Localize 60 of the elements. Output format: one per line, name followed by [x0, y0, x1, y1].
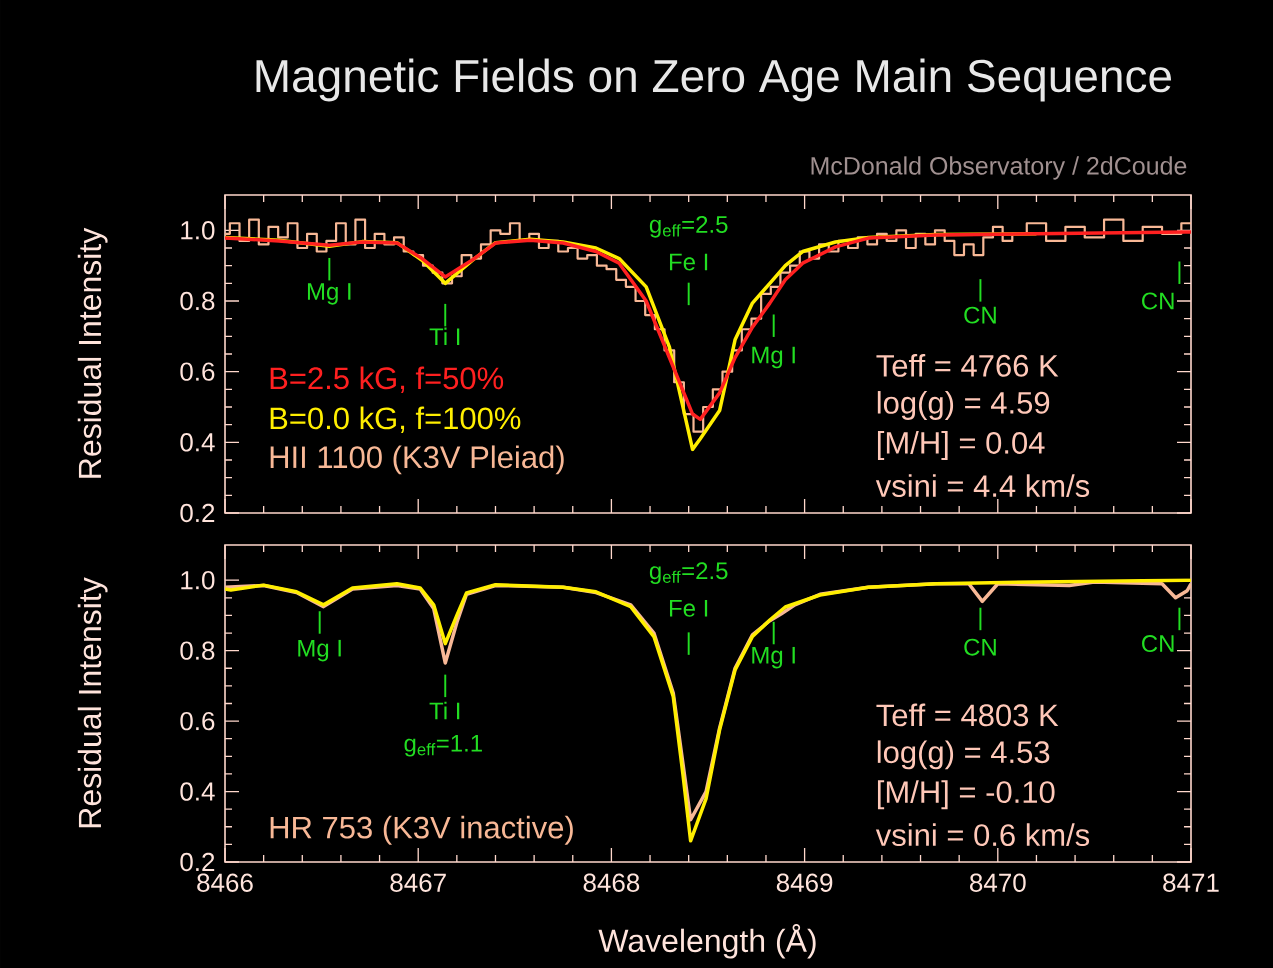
chart-subtitle: McDonald Observatory / 2dCoude [811, 156, 1187, 180]
text: B=0.0 kG, f=100% [270, 406, 521, 434]
x-tick-label: 8470 [970, 873, 1026, 892]
annotation: | [687, 632, 690, 655]
annotation: [M/H] = 0.04 [877, 431, 1045, 461]
annotation: vsini = 0.6 km/s [875, 823, 1090, 847]
annotation: g$_{eff}$=1.1 [404, 735, 482, 757]
annotation: g$_{eff}$=2.5 [649, 215, 728, 238]
annotation: | [772, 621, 775, 645]
annotation: Ti I [429, 327, 460, 346]
annotation: CN [1142, 292, 1174, 310]
annotation: g$_{eff}$=2.5 [649, 562, 728, 585]
annotation: Teff = 4766 K [876, 354, 1059, 377]
text: HII 1100 (K3V Pleiad) [270, 445, 564, 475]
annotation: Ti I [429, 701, 460, 720]
annotation: CN [964, 306, 996, 324]
annotation: log(g) = 4.59 [877, 391, 1050, 420]
y-axis-title: Residual Intensity [77, 577, 108, 828]
y-tick-label: 0.4 [180, 782, 215, 801]
annotation: | [444, 674, 447, 698]
annotation: | [328, 257, 331, 281]
annotation: Teff = 4803 K [876, 703, 1059, 727]
y-tick-label: 0.6 [180, 362, 215, 381]
annotation: | [979, 279, 982, 302]
y-tick-label: 1.0 [181, 571, 215, 590]
x-tick-label: 8466 [197, 873, 253, 892]
annotation: CN [964, 638, 996, 656]
y-tick-label: 0.2 [180, 852, 215, 872]
annotation: | [1178, 261, 1181, 284]
annotation: vsini = 4.4 km/s [875, 474, 1090, 498]
annotation: | [444, 303, 447, 327]
y-tick-label: 0.2 [180, 503, 215, 523]
annotation: | [1178, 607, 1181, 631]
annotation: Mg I [752, 346, 795, 369]
y-tick-label: 0.8 [180, 291, 215, 311]
x-tick-label: 8469 [776, 873, 833, 892]
annotation: log(g) = 4.53 [877, 740, 1050, 770]
annotation: Mg I [752, 646, 795, 669]
annotation: [M/H] = -0.10 [877, 780, 1055, 810]
annotation: Mg I [307, 283, 351, 305]
y-axis-title: Residual Intensity [77, 227, 108, 478]
chart-title: Magnetic Fields on Zero Age Main Sequence [256, 58, 1172, 102]
annotation: Mg I [298, 639, 341, 662]
y-tick-label: 1.0 [181, 221, 215, 240]
text: B=2.5 kG, f=50% [270, 366, 504, 393]
y-tick-label: 0.4 [180, 433, 215, 452]
y-tick-label: 0.8 [180, 641, 215, 660]
annotation: | [772, 314, 775, 337]
annotation: Fe I [669, 253, 708, 271]
annotation: | [979, 607, 982, 631]
x-tick-label: 8471 [1163, 873, 1219, 892]
annotation: | [318, 611, 321, 634]
x-tick-label: 8467 [390, 873, 446, 892]
text: HR 753 (K3V inactive) [270, 815, 573, 845]
x-tick-label: 8468 [583, 873, 640, 892]
annotation: CN [1142, 635, 1174, 653]
y-tick-label: 0.6 [180, 711, 215, 731]
annotation: | [687, 282, 690, 306]
x-axis-title: Wavelength (Å) [598, 923, 816, 959]
annotation: Fe I [669, 600, 708, 617]
